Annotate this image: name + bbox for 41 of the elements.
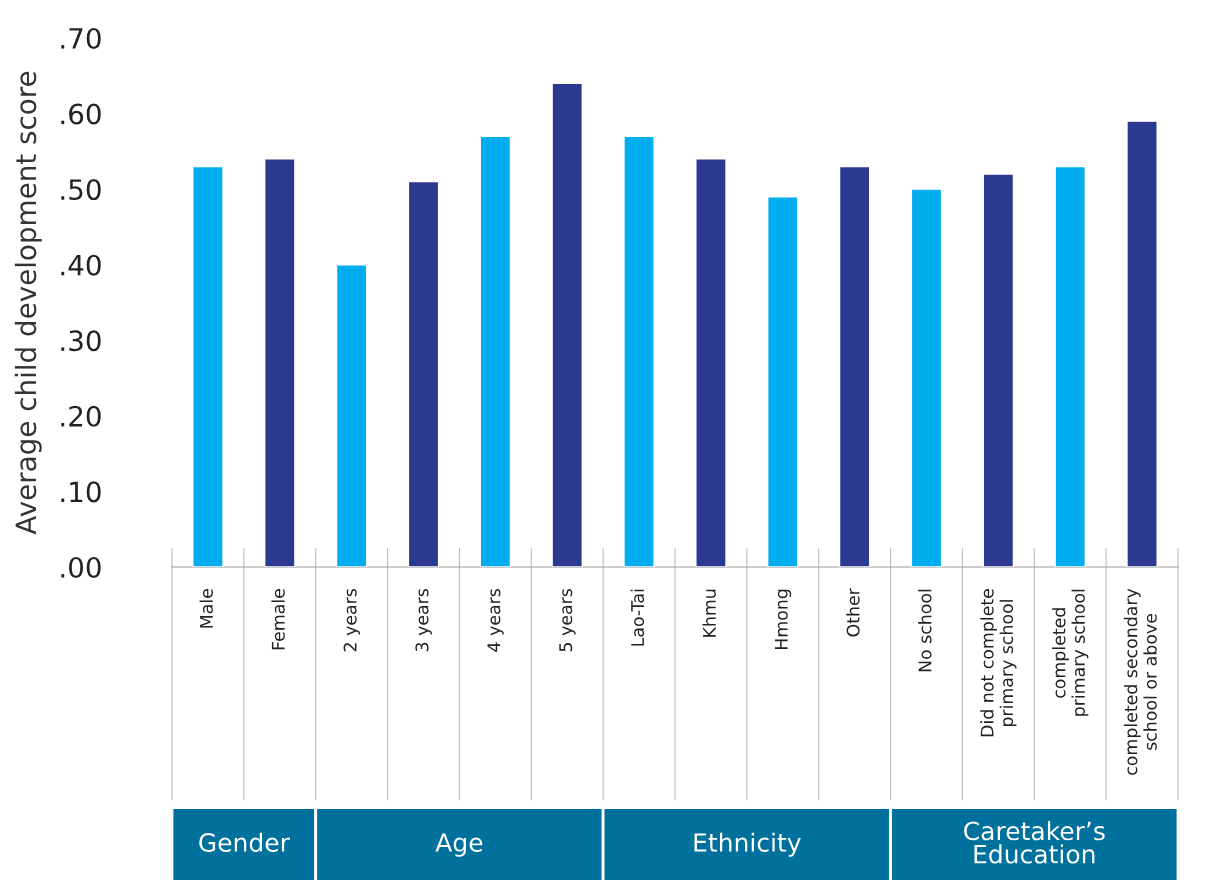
x-tick-label: 4 years <box>487 589 504 652</box>
x-tick-label: Male <box>199 589 213 628</box>
y-tick-label: .70 <box>61 27 101 49</box>
x-tick-label: completed secondary school or above <box>1123 588 1157 775</box>
bar <box>1054 165 1086 567</box>
x-tick-label: No school <box>918 589 932 672</box>
bar <box>479 135 512 567</box>
bar <box>695 158 727 567</box>
bar <box>407 180 440 567</box>
x-tick-label: Lao-Tai <box>630 589 645 646</box>
y-tick-label: .60 <box>61 103 101 125</box>
y-tick-label: .40 <box>61 254 101 276</box>
y-tick-label: .30 <box>61 330 101 352</box>
text: Caretaker’s Education <box>964 821 1105 864</box>
bar <box>838 165 871 567</box>
x-tick-label: 3 years <box>415 589 432 652</box>
y-tick-label: .10 <box>61 481 101 503</box>
x-tick-label: Khmu <box>702 589 716 637</box>
text: Age <box>435 833 483 857</box>
x-tick-label: Female <box>271 589 285 650</box>
bar <box>982 173 1015 567</box>
x-tick-label: Other <box>846 588 860 637</box>
bar <box>335 264 368 567</box>
y-tick-label: .20 <box>61 405 101 427</box>
x-tick-label: 2 years <box>343 589 361 652</box>
x-tick-label: completed primary school <box>1052 589 1089 716</box>
bar <box>910 188 943 567</box>
text: Gender <box>199 832 290 852</box>
bar <box>1126 120 1158 567</box>
y-axis-title: Average child development score <box>14 71 42 535</box>
y-tick-label: .50 <box>61 179 101 201</box>
bar <box>551 82 583 567</box>
x-tick-label: 5 years <box>559 589 576 652</box>
x-tick-label: Hmong <box>774 589 792 650</box>
bar <box>264 158 296 567</box>
bar <box>192 165 224 567</box>
bar <box>623 135 655 567</box>
y-tick-label: .00 <box>61 556 101 578</box>
x-tick-label: Did not complete primary school <box>980 589 1017 737</box>
bar <box>767 196 799 567</box>
text: Ethnicity <box>694 832 801 857</box>
